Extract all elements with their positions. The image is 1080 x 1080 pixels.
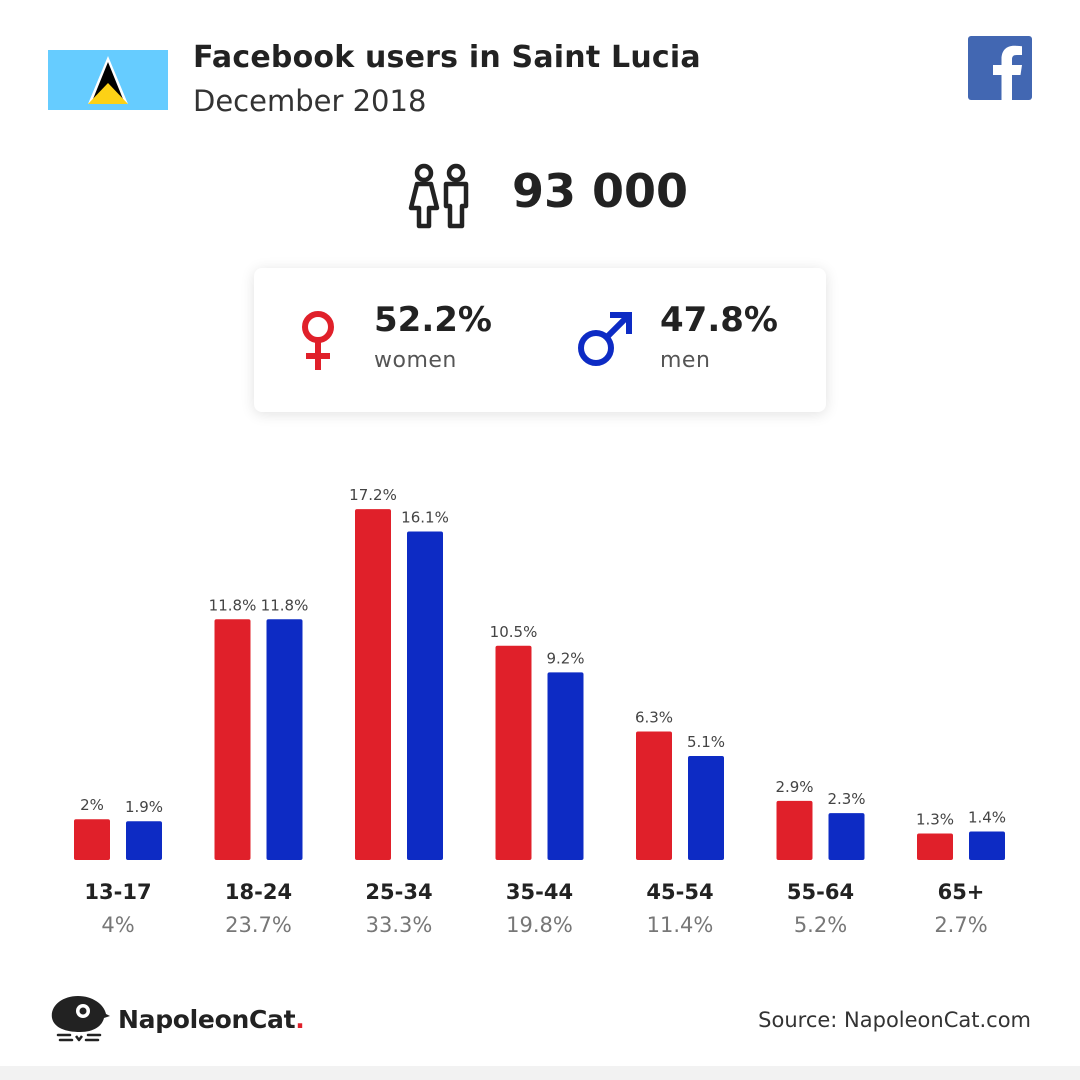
female-symbol-icon [302,311,334,370]
bar-men-25-34 [407,531,443,860]
source-text: Source: NapoleonCat.com [758,1008,1031,1032]
women-percentage: 52.2% [374,300,492,340]
gender-split-card: 52.2% women 47.8% men [254,268,826,412]
age-group-total: 19.8% [506,913,573,937]
bar-women-25-34 [355,509,391,860]
age-group-label: 35-44 [506,880,573,904]
age-group-label: 13-17 [84,880,151,904]
men-label: men [660,348,711,373]
age-group-label: 45-54 [646,880,713,904]
male-symbol-icon [578,312,632,366]
bar-women-35-44 [495,645,532,860]
bar-value-label: 6.3% [635,708,673,726]
bar-men-35-44 [547,672,584,860]
age-group-label: 65+ [938,880,985,904]
bar-men-55-64 [828,813,865,860]
bar-men-45-54 [688,755,724,860]
age-group-total: 33.3% [366,913,433,937]
total-users-value: 93 000 [512,164,689,218]
facebook-logo-icon [968,36,1032,100]
bar-men-18-24 [266,619,303,860]
bar-value-label: 1.3% [916,810,954,828]
saint-lucia-flag-icon [48,50,168,110]
bar-women-18-24 [214,619,251,860]
age-group-label: 25-34 [365,880,432,904]
brand-text: NapoleonCat [118,1005,296,1034]
page-subtitle: December 2018 [193,84,427,118]
bar-value-label: 5.1% [687,733,725,751]
bar-value-label: 11.8% [209,596,257,614]
women-label: women [374,348,457,373]
age-group-label: 55-64 [787,880,854,904]
page-title: Facebook users in Saint Lucia [193,40,701,75]
bar-value-label: 1.9% [125,798,163,816]
bar-value-label: 16.1% [401,509,449,527]
brand-dot: . [295,1005,305,1034]
bar-value-label: 2% [80,796,104,814]
bar-value-label: 17.2% [349,486,397,504]
men-percentage: 47.8% [660,300,778,340]
age-group-total: 5.2% [794,913,847,937]
bar-value-label: 10.5% [490,623,538,641]
bar-value-label: 1.4% [968,808,1006,826]
age-group-total: 4% [101,913,134,937]
bar-women-55-64 [776,800,813,860]
bar-value-label: 2.3% [827,790,865,808]
bottom-strip [0,1066,1080,1080]
age-group-total: 2.7% [934,913,987,937]
bar-men-65+ [969,831,1005,860]
bar-value-label: 2.9% [775,778,813,796]
bar-women-65+ [917,833,953,860]
bar-value-label: 11.8% [261,596,309,614]
bar-women-13-17 [74,819,110,860]
brand-name: NapoleonCat. [118,1005,305,1034]
napoleoncat-logo-icon [51,996,110,1042]
bar-men-13-17 [126,821,162,860]
bar-women-45-54 [636,731,672,860]
age-group-total: 11.4% [647,913,714,937]
age-group-label: 18-24 [225,880,292,904]
bar-value-label: 9.2% [546,649,584,667]
age-distribution-chart: 2% 1.9% 13-17 4% 11.8% 11.8% 18-24 23.7% 17.2%16… [74,486,1006,937]
people-icon [408,163,469,229]
age-group-total: 23.7% [225,913,292,937]
